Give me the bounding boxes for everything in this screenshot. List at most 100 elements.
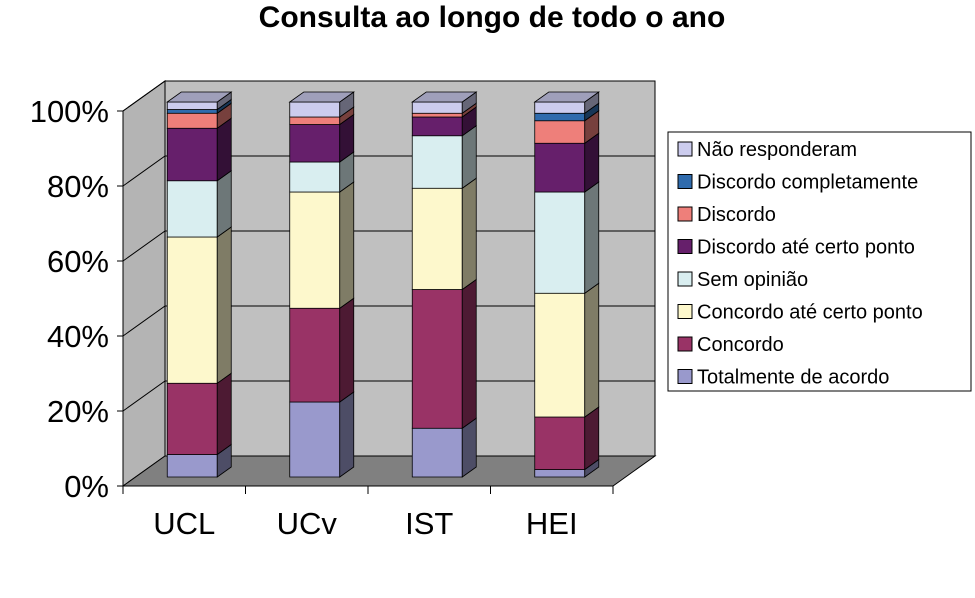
x-axis-ticks: UCL UCv IST HEI: [122, 486, 614, 541]
bar-segment-front: [289, 124, 341, 163]
bar-segment-side: [216, 226, 232, 385]
bar-segment-front: [534, 112, 586, 122]
legend-label: Discordo completamente: [697, 172, 918, 194]
bar-segment: [166, 226, 232, 385]
legend-swatch: [677, 271, 693, 287]
legend-label: Totalmente de acordo: [697, 367, 889, 389]
x-tick-label: UCL: [153, 506, 215, 541]
bar-segment: [534, 282, 600, 418]
legend-label: Não responderam: [697, 139, 857, 161]
y-tick-label: 60%: [47, 244, 109, 279]
bar-top: [533, 91, 600, 103]
y-tick-label: 80%: [47, 169, 109, 204]
x-tick-label: HEI: [526, 506, 578, 541]
bar-segment: [411, 278, 477, 430]
bar-segment: [411, 177, 477, 291]
bar-top: [166, 91, 233, 103]
legend-swatch: [677, 336, 693, 352]
legend-swatch: [677, 141, 693, 157]
bar-segment-front: [411, 187, 463, 290]
bar-segment-front: [289, 191, 341, 309]
legend-label: Concordo até certo ponto: [697, 302, 923, 324]
legend: Não responderam Discordo completamente Dis…: [667, 131, 972, 392]
bar-segment-side: [339, 297, 355, 403]
bar-stacks: [166, 91, 600, 478]
legend-box: [667, 131, 972, 392]
bar-stack: [288, 91, 355, 478]
bar-segment-front: [289, 401, 341, 478]
bar-segment: [166, 443, 232, 478]
bar-segment-front: [166, 180, 218, 238]
y-axis-ticks: 0% 20% 40% 60% 80% 100%: [30, 94, 123, 504]
legend-swatch: [677, 369, 693, 384]
bar-segment-side: [339, 181, 355, 310]
bar-segment-front: [166, 382, 218, 455]
legend-label: Discordo até certo ponto: [697, 237, 915, 259]
chart-title: Consulta ao longo de todo o ano: [259, 1, 726, 34]
bar-segment-side: [216, 372, 232, 456]
bar-segment: [534, 406, 600, 471]
bar-top: [411, 91, 478, 103]
legend-item: Discordo: [677, 204, 776, 226]
gridline: [122, 230, 655, 262]
bar-segment-side: [584, 282, 600, 418]
legend-item: Concordo: [677, 334, 784, 356]
bar-segment-side: [461, 124, 477, 190]
bar-segment: [166, 102, 232, 130]
gridlines: [122, 80, 655, 412]
bar-segment-front: [534, 191, 586, 294]
y-tick-label: 20%: [47, 394, 109, 429]
bar-segment: [411, 124, 477, 190]
legend-item: Não responderam: [677, 139, 857, 161]
side-wall: [122, 80, 166, 487]
bar-stack: [533, 91, 600, 478]
y-tick-label: 100%: [30, 94, 109, 129]
bar-segment-front: [289, 161, 341, 193]
bar-segment: [289, 113, 355, 163]
bar-segment-side: [216, 117, 232, 182]
bar-stack: [166, 91, 233, 478]
legend-item: Concordo até certo ponto: [677, 302, 923, 324]
legend-swatch: [677, 174, 693, 189]
bar-segment: [534, 181, 600, 295]
legend-label: Sem opinião: [697, 269, 808, 291]
bar-segment-side: [461, 278, 477, 430]
bar-segment-side: [461, 177, 477, 291]
x-tick-label: UCv: [277, 506, 338, 541]
bar-segment-front: [534, 142, 586, 193]
gridline: [122, 155, 655, 187]
legend-swatch: [677, 304, 693, 319]
gridline: [122, 305, 655, 337]
bar-segment-front: [534, 416, 586, 470]
bar-top: [288, 91, 355, 103]
bar-segment-side: [216, 169, 232, 238]
y-tick-label: 40%: [47, 319, 109, 354]
bar-segment: [289, 297, 355, 403]
bar-segment-front: [166, 109, 218, 114]
legend-label: Discordo: [697, 204, 776, 226]
bar-segment: [534, 102, 600, 122]
bar-stack: [411, 91, 478, 478]
gridline: [122, 380, 655, 412]
bar-segment: [289, 181, 355, 310]
bar-segment: [289, 391, 355, 478]
bar-segment-front: [411, 112, 463, 118]
bar-segment-front: [166, 127, 218, 182]
bar-segment-side: [339, 391, 355, 478]
bar-segment-front: [289, 116, 341, 125]
bar-segment-front: [166, 101, 218, 110]
bar-segment: [411, 102, 477, 118]
bar-segment-front: [534, 101, 586, 114]
bar-segment: [166, 372, 232, 456]
legend-swatch: [677, 206, 693, 222]
y-tick-label: 0%: [64, 469, 109, 504]
legend-item: Totalmente de acordo: [677, 367, 889, 389]
bar-segment-front: [411, 289, 463, 429]
bar-segment: [534, 132, 600, 193]
bar-segment-front: [534, 469, 586, 478]
legend-swatch: [677, 239, 693, 254]
bar-segment-side: [584, 181, 600, 295]
bar-segment-front: [534, 120, 586, 144]
legend-item: Discordo até certo ponto: [677, 237, 915, 259]
